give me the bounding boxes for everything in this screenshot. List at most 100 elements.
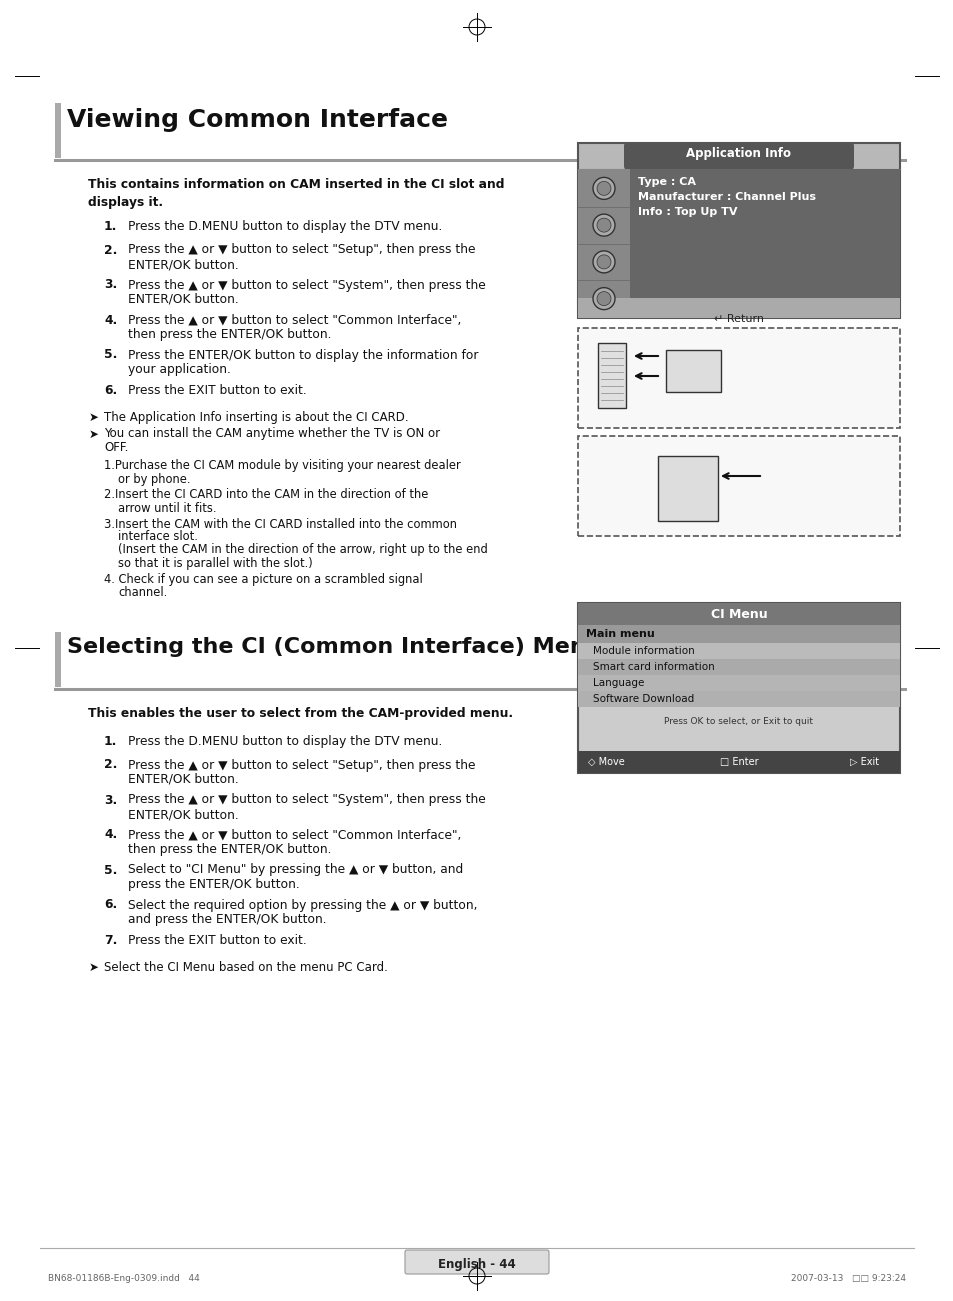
Bar: [578, 660, 899, 675]
Text: interface slot.: interface slot.: [118, 531, 197, 544]
Text: Press the EXIT button to exit.: Press the EXIT button to exit.: [128, 934, 307, 947]
Circle shape: [597, 181, 610, 195]
Text: Press the ENTER/OK button to display the information for: Press the ENTER/OK button to display the…: [128, 349, 478, 362]
Text: Select the required option by pressing the ▲ or ▼ button,: Select the required option by pressing t…: [128, 899, 477, 912]
Bar: [665, 350, 720, 392]
Text: 4. Check if you can see a picture on a scrambled signal: 4. Check if you can see a picture on a s…: [104, 572, 422, 585]
Text: arrow until it fits.: arrow until it fits.: [118, 501, 216, 514]
Text: press the ENTER/OK button.: press the ENTER/OK button.: [128, 878, 299, 891]
Text: Press the ▲ or ▼ button to select "Common Interface",: Press the ▲ or ▼ button to select "Commo…: [128, 829, 461, 842]
Bar: [55, 632, 61, 687]
Text: Select the CI Menu based on the menu PC Card.: Select the CI Menu based on the menu PC …: [104, 961, 388, 974]
Text: 2007-03-13   □□ 9:23:24: 2007-03-13 □□ 9:23:24: [790, 1274, 905, 1283]
Text: Press the ▲ or ▼ button to select "Common Interface",: Press the ▲ or ▼ button to select "Commo…: [128, 314, 461, 327]
Text: 2.Insert the CI CARD into the CAM in the direction of the: 2.Insert the CI CARD into the CAM in the…: [104, 488, 428, 501]
Text: 4.: 4.: [104, 829, 117, 842]
Text: Smart card information: Smart card information: [593, 662, 714, 673]
Text: Language: Language: [593, 678, 643, 688]
Circle shape: [597, 219, 610, 232]
Bar: [578, 143, 899, 317]
Text: 1.Purchase the CI CAM module by visiting your nearest dealer: 1.Purchase the CI CAM module by visiting…: [104, 459, 460, 472]
Text: or by phone.: or by phone.: [118, 472, 191, 485]
Circle shape: [593, 288, 615, 310]
Text: then press the ENTER/OK button.: then press the ENTER/OK button.: [128, 328, 331, 341]
Text: Press the ▲ or ▼ button to select "Setup", then press the: Press the ▲ or ▼ button to select "Setup…: [128, 758, 475, 771]
FancyBboxPatch shape: [405, 1250, 548, 1274]
Text: Press the D.MENU button to display the DTV menu.: Press the D.MENU button to display the D…: [128, 220, 442, 233]
FancyBboxPatch shape: [578, 436, 899, 536]
Text: This contains information on CAM inserted in the CI slot and
displays it.: This contains information on CAM inserte…: [88, 178, 504, 209]
Text: BN68-01186B-Eng-0309.indd   44: BN68-01186B-Eng-0309.indd 44: [48, 1274, 199, 1283]
Text: CI Menu: CI Menu: [710, 608, 766, 621]
Text: ENTER/OK button.: ENTER/OK button.: [128, 773, 238, 786]
Text: Module information: Module information: [593, 647, 694, 656]
Bar: [658, 455, 718, 520]
Text: Software Download: Software Download: [593, 693, 694, 704]
Text: English - 44: English - 44: [437, 1258, 516, 1271]
Text: Press the ▲ or ▼ button to select "Setup", then press the: Press the ▲ or ▼ button to select "Setup…: [128, 243, 475, 256]
Text: Press OK to select, or Exit to quit: Press OK to select, or Exit to quit: [664, 717, 813, 726]
Text: 3.: 3.: [104, 794, 117, 807]
Text: You can install the CAM anytime whether the TV is ON or: You can install the CAM anytime whether …: [104, 428, 439, 441]
Text: Select to "CI Menu" by pressing the ▲ or ▼ button, and: Select to "CI Menu" by pressing the ▲ or…: [128, 864, 463, 877]
Text: Main menu: Main menu: [585, 628, 654, 639]
Bar: [578, 691, 899, 706]
Bar: [578, 675, 899, 691]
Text: Info : Top Up TV: Info : Top Up TV: [638, 207, 737, 217]
Text: ENTER/OK button.: ENTER/OK button.: [128, 293, 238, 306]
Text: The Application Info inserting is about the CI CARD.: The Application Info inserting is about …: [104, 411, 408, 424]
Circle shape: [593, 251, 615, 273]
Text: Selecting the CI (Common Interface) Menu: Selecting the CI (Common Interface) Menu: [67, 637, 601, 657]
Text: ENTER/OK button.: ENTER/OK button.: [128, 808, 238, 821]
Text: ◇ Move: ◇ Move: [587, 757, 623, 768]
Text: and press the ENTER/OK button.: and press the ENTER/OK button.: [128, 913, 326, 926]
Text: ▷ Exit: ▷ Exit: [849, 757, 879, 768]
Text: 7.: 7.: [104, 934, 117, 947]
Text: This enables the user to select from the CAM-provided menu.: This enables the user to select from the…: [88, 706, 513, 719]
Text: 5.: 5.: [104, 864, 117, 877]
Text: □ Enter: □ Enter: [719, 757, 758, 768]
Bar: [578, 643, 899, 660]
Text: Type : CA: Type : CA: [638, 177, 696, 187]
FancyBboxPatch shape: [578, 328, 899, 428]
Bar: [578, 298, 899, 317]
Text: Press the EXIT button to exit.: Press the EXIT button to exit.: [128, 384, 307, 397]
Circle shape: [597, 291, 610, 306]
Text: 5.: 5.: [104, 349, 117, 362]
Text: (Insert the CAM in the direction of the arrow, right up to the end: (Insert the CAM in the direction of the …: [118, 544, 487, 557]
Text: 6.: 6.: [104, 384, 117, 397]
Bar: [578, 169, 629, 317]
Text: 2.: 2.: [104, 758, 117, 771]
Text: your application.: your application.: [128, 363, 231, 376]
FancyBboxPatch shape: [623, 142, 853, 170]
Text: 1.: 1.: [104, 735, 117, 748]
Bar: [629, 169, 899, 317]
Bar: [578, 624, 899, 643]
Text: 3.Insert the CAM with the CI CARD installed into the common: 3.Insert the CAM with the CI CARD instal…: [104, 518, 456, 531]
Text: 2.: 2.: [104, 243, 117, 256]
Text: Press the ▲ or ▼ button to select "System", then press the: Press the ▲ or ▼ button to select "Syste…: [128, 278, 485, 291]
Text: Press the ▲ or ▼ button to select "System", then press the: Press the ▲ or ▼ button to select "Syste…: [128, 794, 485, 807]
Text: ENTER/OK button.: ENTER/OK button.: [128, 258, 238, 271]
Bar: [598, 343, 625, 409]
Text: ➤: ➤: [89, 411, 99, 424]
Text: Application Info: Application Info: [686, 147, 791, 160]
Circle shape: [593, 177, 615, 199]
Text: so that it is parallel with the slot.): so that it is parallel with the slot.): [118, 557, 313, 570]
Text: OFF.: OFF.: [104, 441, 129, 454]
Text: ↵ Return: ↵ Return: [713, 314, 763, 324]
Text: Press the D.MENU button to display the DTV menu.: Press the D.MENU button to display the D…: [128, 735, 442, 748]
Text: 6.: 6.: [104, 899, 117, 912]
Bar: [578, 751, 899, 773]
Text: Viewing Common Interface: Viewing Common Interface: [67, 108, 448, 131]
Text: then press the ENTER/OK button.: then press the ENTER/OK button.: [128, 843, 331, 856]
Text: 1.: 1.: [104, 220, 117, 233]
Bar: [55, 103, 61, 157]
Text: 3.: 3.: [104, 278, 117, 291]
Bar: [578, 602, 899, 624]
Text: channel.: channel.: [118, 585, 167, 598]
Text: Manufacturer : Channel Plus: Manufacturer : Channel Plus: [638, 193, 815, 202]
Circle shape: [593, 215, 615, 235]
Text: 4.: 4.: [104, 314, 117, 327]
Text: ➤: ➤: [89, 961, 99, 974]
